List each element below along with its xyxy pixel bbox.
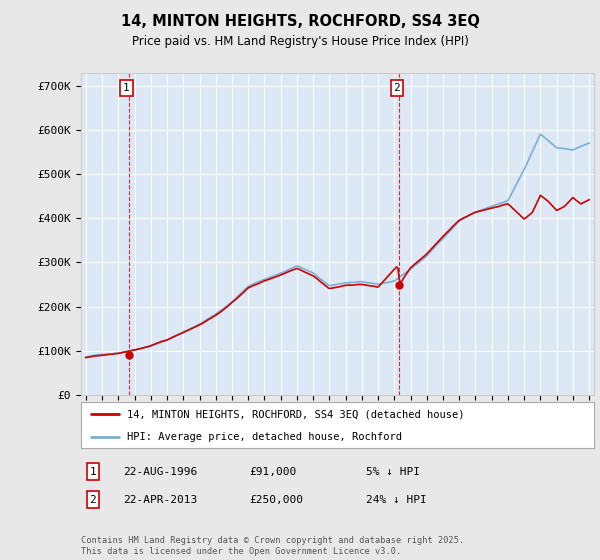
Text: £91,000: £91,000 <box>249 466 296 477</box>
Text: £250,000: £250,000 <box>249 494 303 505</box>
Text: 2: 2 <box>394 83 400 93</box>
Text: 5% ↓ HPI: 5% ↓ HPI <box>366 466 420 477</box>
Text: Price paid vs. HM Land Registry's House Price Index (HPI): Price paid vs. HM Land Registry's House … <box>131 35 469 48</box>
Text: 14, MINTON HEIGHTS, ROCHFORD, SS4 3EQ: 14, MINTON HEIGHTS, ROCHFORD, SS4 3EQ <box>121 14 479 29</box>
Text: 24% ↓ HPI: 24% ↓ HPI <box>366 494 427 505</box>
Text: 14, MINTON HEIGHTS, ROCHFORD, SS4 3EQ (detached house): 14, MINTON HEIGHTS, ROCHFORD, SS4 3EQ (d… <box>127 409 464 419</box>
Text: 2: 2 <box>89 494 97 505</box>
Text: Contains HM Land Registry data © Crown copyright and database right 2025.
This d: Contains HM Land Registry data © Crown c… <box>81 536 464 556</box>
Text: 22-APR-2013: 22-APR-2013 <box>123 494 197 505</box>
Text: 22-AUG-1996: 22-AUG-1996 <box>123 466 197 477</box>
Text: HPI: Average price, detached house, Rochford: HPI: Average price, detached house, Roch… <box>127 432 402 441</box>
Text: 1: 1 <box>123 83 130 93</box>
Text: 1: 1 <box>89 466 97 477</box>
